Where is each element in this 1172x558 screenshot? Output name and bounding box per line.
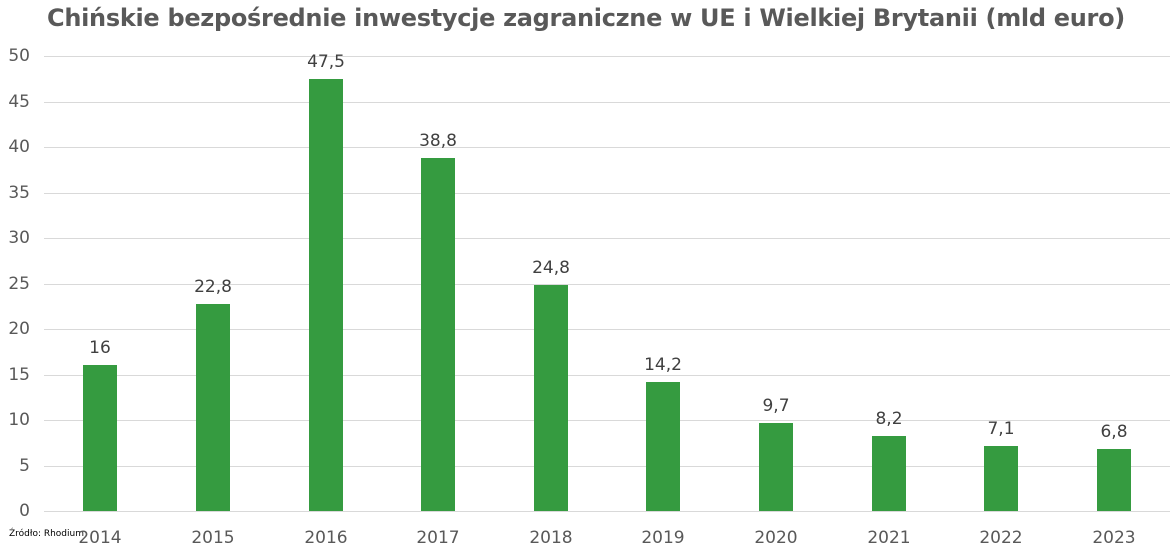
x-tick-label: 2020: [754, 528, 798, 548]
gridline: [44, 329, 1170, 330]
bar-2017: [421, 158, 455, 511]
bar-2014: [83, 365, 117, 511]
gridline: [44, 511, 1170, 512]
x-tick-label: 2022: [979, 528, 1023, 548]
bar-2022: [984, 446, 1018, 511]
x-tick-label: 2019: [641, 528, 685, 548]
x-tick-label: 2021: [867, 528, 911, 548]
x-tick-label: 2017: [416, 528, 460, 548]
gridline: [44, 238, 1170, 239]
bar-2023: [1097, 449, 1131, 511]
y-tick-label: 50: [8, 46, 30, 66]
x-tick-label: 2023: [1092, 528, 1136, 548]
bar-2021: [872, 436, 906, 511]
y-tick-label: 35: [8, 183, 30, 203]
gridline: [44, 193, 1170, 194]
y-tick-label: 40: [8, 137, 30, 157]
bar-2020: [759, 423, 793, 511]
x-tick-label: 2016: [304, 528, 348, 548]
value-label: 24,8: [532, 258, 570, 278]
y-tick-label: 45: [8, 92, 30, 112]
y-tick-label: 5: [19, 456, 30, 476]
y-tick-label: 20: [8, 319, 30, 339]
y-tick-label: 0: [19, 501, 30, 521]
bar-2018: [534, 285, 568, 511]
gridline: [44, 284, 1170, 285]
value-label: 8,2: [875, 409, 903, 429]
source-note: Źródło: Rhodium: [9, 529, 84, 539]
gridline: [44, 466, 1170, 467]
x-tick-label: 2015: [191, 528, 235, 548]
gridline: [44, 102, 1170, 103]
value-label: 6,8: [1100, 422, 1128, 442]
value-label: 16: [89, 338, 111, 358]
y-tick-label: 25: [8, 274, 30, 294]
bar-2019: [646, 382, 680, 511]
value-label: 14,2: [644, 355, 682, 375]
gridline: [44, 56, 1170, 57]
value-label: 47,5: [307, 52, 345, 72]
y-tick-label: 15: [8, 365, 30, 385]
value-label: 38,8: [419, 131, 457, 151]
bar-2016: [309, 79, 343, 511]
x-tick-label: 2018: [529, 528, 573, 548]
y-tick-label: 10: [8, 410, 30, 430]
gridline: [44, 147, 1170, 148]
value-label: 7,1: [987, 419, 1015, 439]
value-label: 22,8: [194, 277, 232, 297]
x-tick-label: 2014: [78, 528, 122, 548]
value-label: 9,7: [762, 396, 790, 416]
bar-2015: [196, 304, 230, 511]
gridline: [44, 420, 1170, 421]
y-tick-label: 30: [8, 228, 30, 248]
gridline: [44, 375, 1170, 376]
chart-title: Chińskie bezpośrednie inwestycje zagrani…: [47, 4, 1125, 32]
